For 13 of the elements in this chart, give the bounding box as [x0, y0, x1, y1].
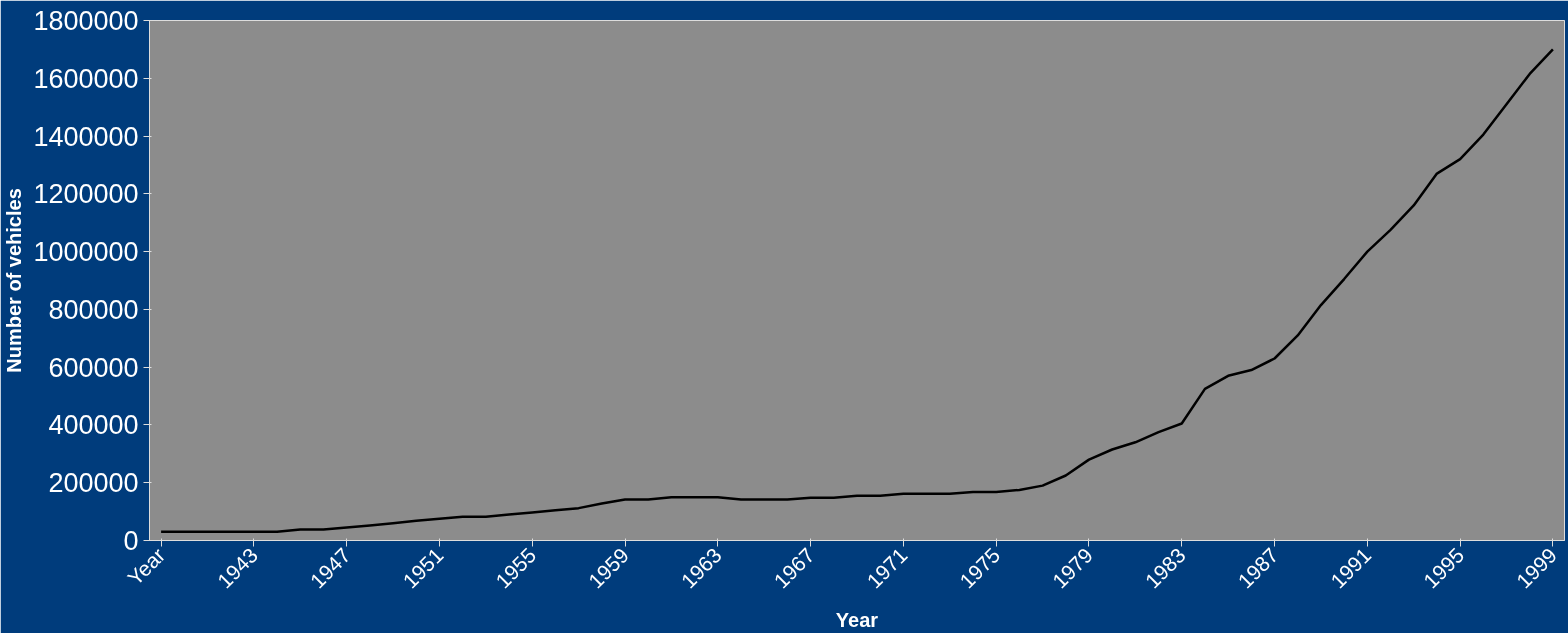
- y-tick-label: 1200000: [33, 179, 139, 210]
- y-tick-label: 0: [123, 526, 139, 556]
- line-series: [159, 48, 1555, 534]
- y-tick-label: 1800000: [33, 6, 139, 36]
- y-tick-label: 1600000: [33, 63, 139, 94]
- y-tick-label: 400000: [48, 410, 139, 441]
- y-axis-title: Number of vehicles: [3, 188, 26, 373]
- x-axis-title: Year: [835, 608, 879, 631]
- y-tick-label: 200000: [48, 468, 139, 499]
- y-tick-label: 600000: [48, 352, 139, 383]
- y-tick-label: 1400000: [33, 121, 139, 152]
- y-tick-label: 1000000: [33, 237, 139, 268]
- y-tick-label: 800000: [48, 294, 139, 325]
